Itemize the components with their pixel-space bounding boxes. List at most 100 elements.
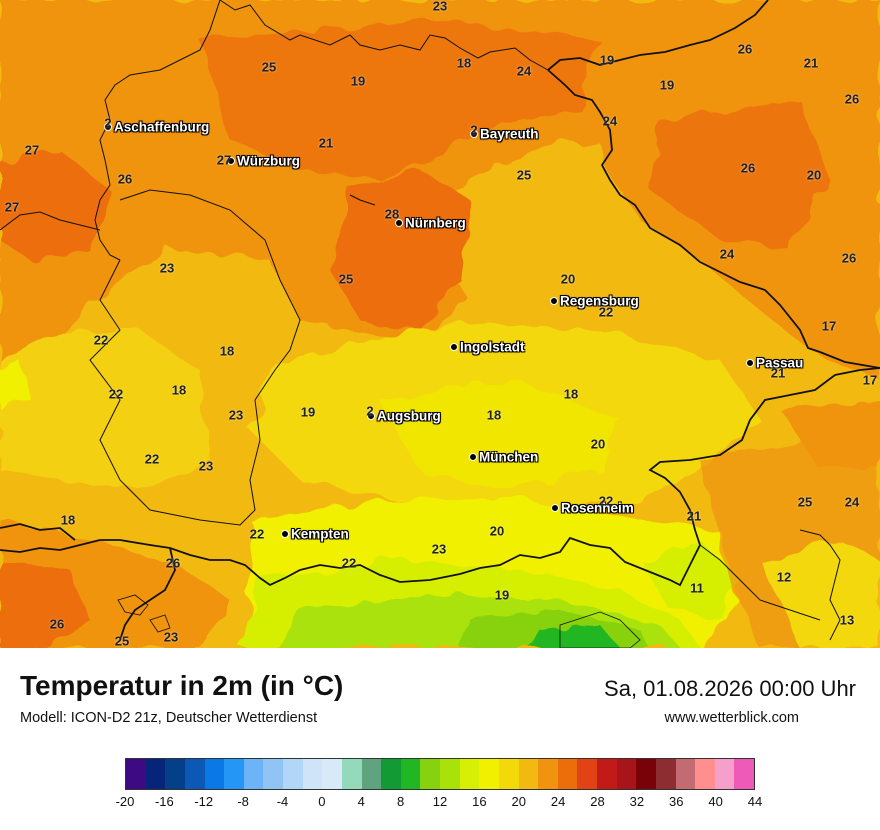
legend-tick-label: 12 bbox=[432, 794, 448, 809]
temperature-label: 18 bbox=[219, 343, 235, 359]
website-link[interactable]: www.wetterblick.com bbox=[664, 710, 799, 726]
temperature-label: 19 bbox=[300, 404, 316, 420]
city-dot-icon bbox=[469, 452, 477, 461]
legend-tick-label: 0 bbox=[318, 794, 326, 809]
city-dot-icon bbox=[550, 296, 558, 305]
legend-swatch bbox=[597, 759, 617, 789]
temperature-label: 18 bbox=[563, 386, 579, 402]
temperature-label: 26 bbox=[737, 41, 753, 57]
temperature-label: 21 bbox=[318, 135, 334, 151]
legend-tick-label: 4 bbox=[357, 794, 365, 809]
city-dot-icon bbox=[395, 218, 403, 227]
temperature-label: 23 bbox=[431, 541, 447, 557]
temperature-label: 23 bbox=[159, 260, 175, 276]
temperature-label: 22 bbox=[598, 493, 614, 509]
temperature-label: 13 bbox=[839, 612, 855, 628]
temperature-label: 26 bbox=[844, 91, 860, 107]
legend-swatch bbox=[322, 759, 342, 789]
legend-tick-label: 44 bbox=[747, 794, 763, 809]
temperature-label: 26 bbox=[165, 555, 181, 571]
temperature-label: 25 bbox=[516, 167, 532, 183]
temperature-label: 19 bbox=[599, 52, 615, 68]
city-aschaffenburg: Aschaffenburg bbox=[104, 118, 209, 136]
legend-tick-label: -20 bbox=[115, 794, 135, 809]
temperature-label: 20 bbox=[560, 271, 576, 287]
legend-tick-label: 16 bbox=[472, 794, 487, 809]
temperature-label: 27 bbox=[4, 199, 20, 215]
legend-tick-label: 36 bbox=[669, 794, 684, 809]
legend-swatch bbox=[165, 759, 185, 789]
temperature-label: 25 bbox=[261, 59, 277, 75]
temperature-label: 18 bbox=[60, 512, 76, 528]
legend-swatch bbox=[695, 759, 715, 789]
temperature-label: 22 bbox=[144, 451, 160, 467]
city-dot-icon bbox=[450, 342, 458, 351]
temperature-label: 26 bbox=[740, 160, 756, 176]
legend-tick-label: 40 bbox=[708, 794, 723, 809]
legend-tick-label: 24 bbox=[550, 794, 566, 809]
map-canvas bbox=[0, 0, 880, 648]
temperature-label: 18 bbox=[456, 55, 472, 71]
temperature-label: 21 bbox=[770, 365, 786, 381]
temperature-label: 17 bbox=[862, 372, 878, 388]
legend-swatch bbox=[263, 759, 283, 789]
legend-swatch bbox=[361, 759, 382, 789]
city-dot-icon bbox=[281, 529, 289, 538]
temperature-fields bbox=[0, 0, 880, 648]
legend-swatch bbox=[675, 759, 696, 789]
legend-swatch bbox=[243, 759, 264, 789]
map-footer: Temperatur in 2m (in °C) Modell: ICON-D2… bbox=[0, 648, 880, 830]
country-borders bbox=[0, 0, 880, 641]
temperature-label: 17 bbox=[821, 318, 837, 334]
temperature-label: 21 bbox=[803, 55, 819, 71]
city-dot-icon bbox=[746, 358, 754, 367]
legend-swatch bbox=[381, 759, 401, 789]
legend-swatch bbox=[420, 759, 440, 789]
city-dot-icon bbox=[470, 129, 478, 138]
temperature-label: 27 bbox=[216, 152, 232, 168]
city-ingolstadt: Ingolstadt bbox=[450, 338, 525, 356]
city-regensburg: Regensburg bbox=[550, 292, 639, 310]
temperature-label: 25 bbox=[114, 633, 130, 649]
legend-tick-label: -12 bbox=[194, 794, 214, 809]
temperature-label: 18 bbox=[486, 407, 502, 423]
legend-swatch bbox=[714, 759, 735, 789]
temperature-label: 26 bbox=[841, 250, 857, 266]
temperature-label: 22 bbox=[249, 526, 265, 542]
legend-swatch bbox=[283, 759, 303, 789]
city-muenchen: München bbox=[469, 448, 538, 466]
map-title: Temperatur in 2m (in °C) bbox=[20, 670, 344, 701]
legend-swatch bbox=[440, 759, 460, 789]
legend-swatch bbox=[479, 759, 499, 789]
city-nuernberg: Nürnberg bbox=[395, 214, 466, 232]
legend-swatch bbox=[616, 759, 637, 789]
city-augsburg: Augsburg bbox=[367, 407, 441, 425]
lake-outlines bbox=[117, 594, 641, 648]
legend-swatch bbox=[400, 759, 421, 789]
legend-swatch bbox=[518, 759, 539, 789]
city-dot-icon bbox=[104, 122, 112, 131]
temperature-label: 22 bbox=[93, 332, 109, 348]
legend-tick-label: 28 bbox=[590, 794, 605, 809]
temperature-label: 26 bbox=[49, 616, 65, 632]
temperature-label: 23 bbox=[228, 407, 244, 423]
legend-tick-label: -4 bbox=[276, 794, 289, 809]
city-bayreuth: Bayreuth bbox=[470, 125, 539, 143]
temperature-label: 18 bbox=[171, 382, 187, 398]
legend-tick-label: 8 bbox=[397, 794, 405, 809]
legend-swatch bbox=[341, 759, 362, 789]
city-kempten: Kempten bbox=[281, 525, 349, 543]
city-dot-icon bbox=[551, 503, 559, 512]
temperature-label: 22 bbox=[108, 386, 124, 402]
temperature-label: 22 bbox=[598, 304, 614, 320]
legend-swatch bbox=[538, 759, 558, 789]
city-rosenheim: Rosenheim bbox=[551, 499, 634, 517]
legend-swatch bbox=[126, 759, 146, 789]
legend-tick-labels: -20 -16 -12 -8 -4 0 4 8 12 16 20 24 28 32 36 40 44 bbox=[116, 794, 763, 814]
temperature-label: 2 bbox=[104, 115, 112, 131]
legend-swatch bbox=[145, 759, 166, 789]
legend-tick-label: -8 bbox=[237, 794, 249, 809]
forecast-datetime: Sa, 01.08.2026 00:00 Uhr bbox=[604, 676, 856, 701]
temperature-label: 27 bbox=[24, 142, 40, 158]
temperature-label: 12 bbox=[776, 569, 792, 585]
